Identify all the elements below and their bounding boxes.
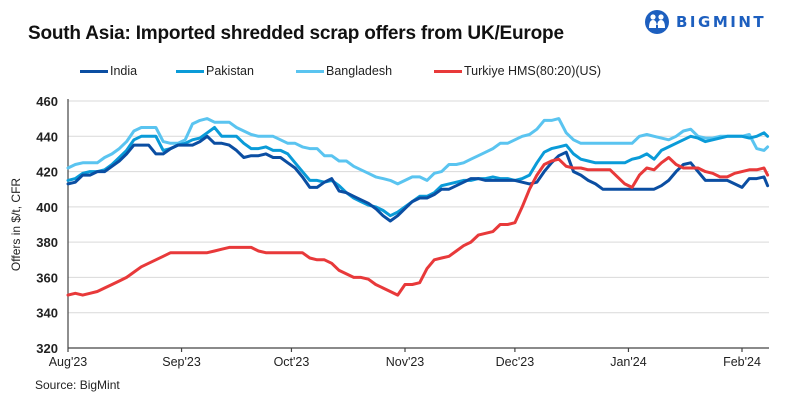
y-axis-label: Offers in $/t, CFR <box>9 178 23 271</box>
source-note: Source: BigMint <box>35 378 120 392</box>
bigmint-logo-icon <box>645 10 669 34</box>
brand-logo: BIGMINT <box>644 9 766 35</box>
x-tick-label: Feb'24 <box>723 355 761 369</box>
y-tick-label: 360 <box>36 270 58 285</box>
series-line-india <box>66 134 770 223</box>
y-tick-label: 400 <box>36 200 58 215</box>
y-tick-label: 380 <box>36 235 58 250</box>
legend-item: Pakistan <box>176 64 254 78</box>
legend-label: Pakistan <box>206 64 254 78</box>
x-tick-label: Oct'23 <box>274 355 310 369</box>
series-line-pakistan <box>66 126 770 218</box>
x-tick-label: Aug'23 <box>49 355 88 369</box>
y-tick-label: 340 <box>36 306 58 321</box>
legend-label: Bangladesh <box>326 64 393 78</box>
legend-label: Turkiye HMS(80:20)(US) <box>464 64 602 78</box>
legend-swatch <box>176 69 204 73</box>
x-tick-label: Jan'24 <box>610 355 646 369</box>
y-tick-label: 440 <box>36 129 58 144</box>
series-line-turkiye-hms-80-20-us <box>66 156 770 297</box>
legend-item: India <box>80 64 137 78</box>
chart-legend: India Pakistan Bangladesh Turkiye HMS(80:20… <box>0 64 798 80</box>
chart-title: South Asia: Imported shredded scrap offe… <box>28 23 564 44</box>
brand-name: BIGMINT <box>676 13 767 31</box>
legend-swatch <box>80 69 108 73</box>
legend-item: Bangladesh <box>296 64 392 78</box>
x-tick-label: Dec'23 <box>496 355 535 369</box>
legend-label: India <box>110 64 138 78</box>
series-line-bangladesh <box>66 117 770 186</box>
legend-swatch <box>434 69 462 73</box>
y-tick-label: 320 <box>36 341 58 356</box>
x-tick-label: Nov'23 <box>386 355 425 369</box>
x-tick-label: Sep'23 <box>162 355 201 369</box>
legend-swatch <box>296 69 324 73</box>
legend-item: Turkiye HMS(80:20)(US) <box>434 64 601 78</box>
y-tick-label: 460 <box>36 94 58 109</box>
y-tick-label: 420 <box>36 165 58 180</box>
